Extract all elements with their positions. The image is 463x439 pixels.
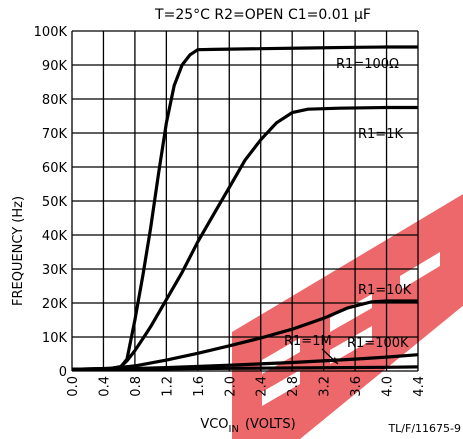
y-tick-labels: 0 10K 20K 30K 40K 50K 60K 70K 80K 90K 100K xyxy=(34,25,68,380)
y-tick-label: 70K xyxy=(42,127,68,142)
x-tick-label: 3.2 xyxy=(318,376,333,397)
x-tick-label: 0.8 xyxy=(129,376,144,397)
y-tick-label: 0 xyxy=(59,365,67,380)
x-tick-label: 0.4 xyxy=(97,376,112,397)
x-axis-label: VCOIN (VOLTS) xyxy=(200,417,295,435)
x-tick-label: 2.0 xyxy=(223,376,238,397)
series-annotations: R1=100Ω R1=1K R1=10K R1=100K R1=1M xyxy=(284,57,412,365)
x-axis-label-units: (VOLTS) xyxy=(245,417,296,432)
y-tick-label: 40K xyxy=(42,229,68,244)
series-label: R1=1M xyxy=(284,334,332,349)
y-tick-label: 90K xyxy=(42,59,68,74)
x-tick-label: 0.0 xyxy=(66,376,81,397)
y-tick-label: 80K xyxy=(42,93,68,108)
y-tick-label: 100K xyxy=(34,25,68,40)
x-tick-label: 4.4 xyxy=(412,376,427,397)
series-label: R1=100K xyxy=(347,336,409,351)
figure-footer: TL/F/11675-9 xyxy=(387,422,461,435)
x-axis-label-main: VCO xyxy=(200,417,228,432)
x-tick-labels: 0.0 0.4 0.8 1.2 1.6 2.0 2.4 2.8 3.2 3.6 4.0 4.4 xyxy=(66,376,427,397)
y-axis-label: FREQUENCY (Hz) xyxy=(11,196,26,306)
series-label: R1=1K xyxy=(358,127,403,142)
series-line-2 xyxy=(71,105,418,371)
watermark-logo xyxy=(232,194,463,439)
y-tick-label: 20K xyxy=(42,297,68,312)
x-tick-label: 1.2 xyxy=(160,376,175,397)
x-tick-label: 2.4 xyxy=(255,376,270,397)
y-tick-label: 50K xyxy=(42,195,68,210)
chart-title: T=25°C R2=OPEN C1=0.01 µF xyxy=(154,7,371,23)
x-tick-label: 3.6 xyxy=(349,376,364,397)
x-tick-label: 1.6 xyxy=(192,376,207,397)
y-tick-label: 10K xyxy=(42,331,68,346)
annotation-arrowhead xyxy=(331,357,338,364)
series-label: R1=100Ω xyxy=(336,57,399,72)
x-tick-label: 2.8 xyxy=(286,376,301,397)
y-tick-label: 30K xyxy=(42,263,68,278)
y-tick-label: 60K xyxy=(42,161,68,176)
series-line-3 xyxy=(71,299,418,371)
x-tick-label: 4.0 xyxy=(381,376,396,397)
series-label: R1=10K xyxy=(358,283,412,298)
grid xyxy=(71,30,419,372)
series-line-5 xyxy=(71,365,419,371)
series-lines xyxy=(71,45,419,371)
x-axis-label-subscript: IN xyxy=(229,424,239,435)
